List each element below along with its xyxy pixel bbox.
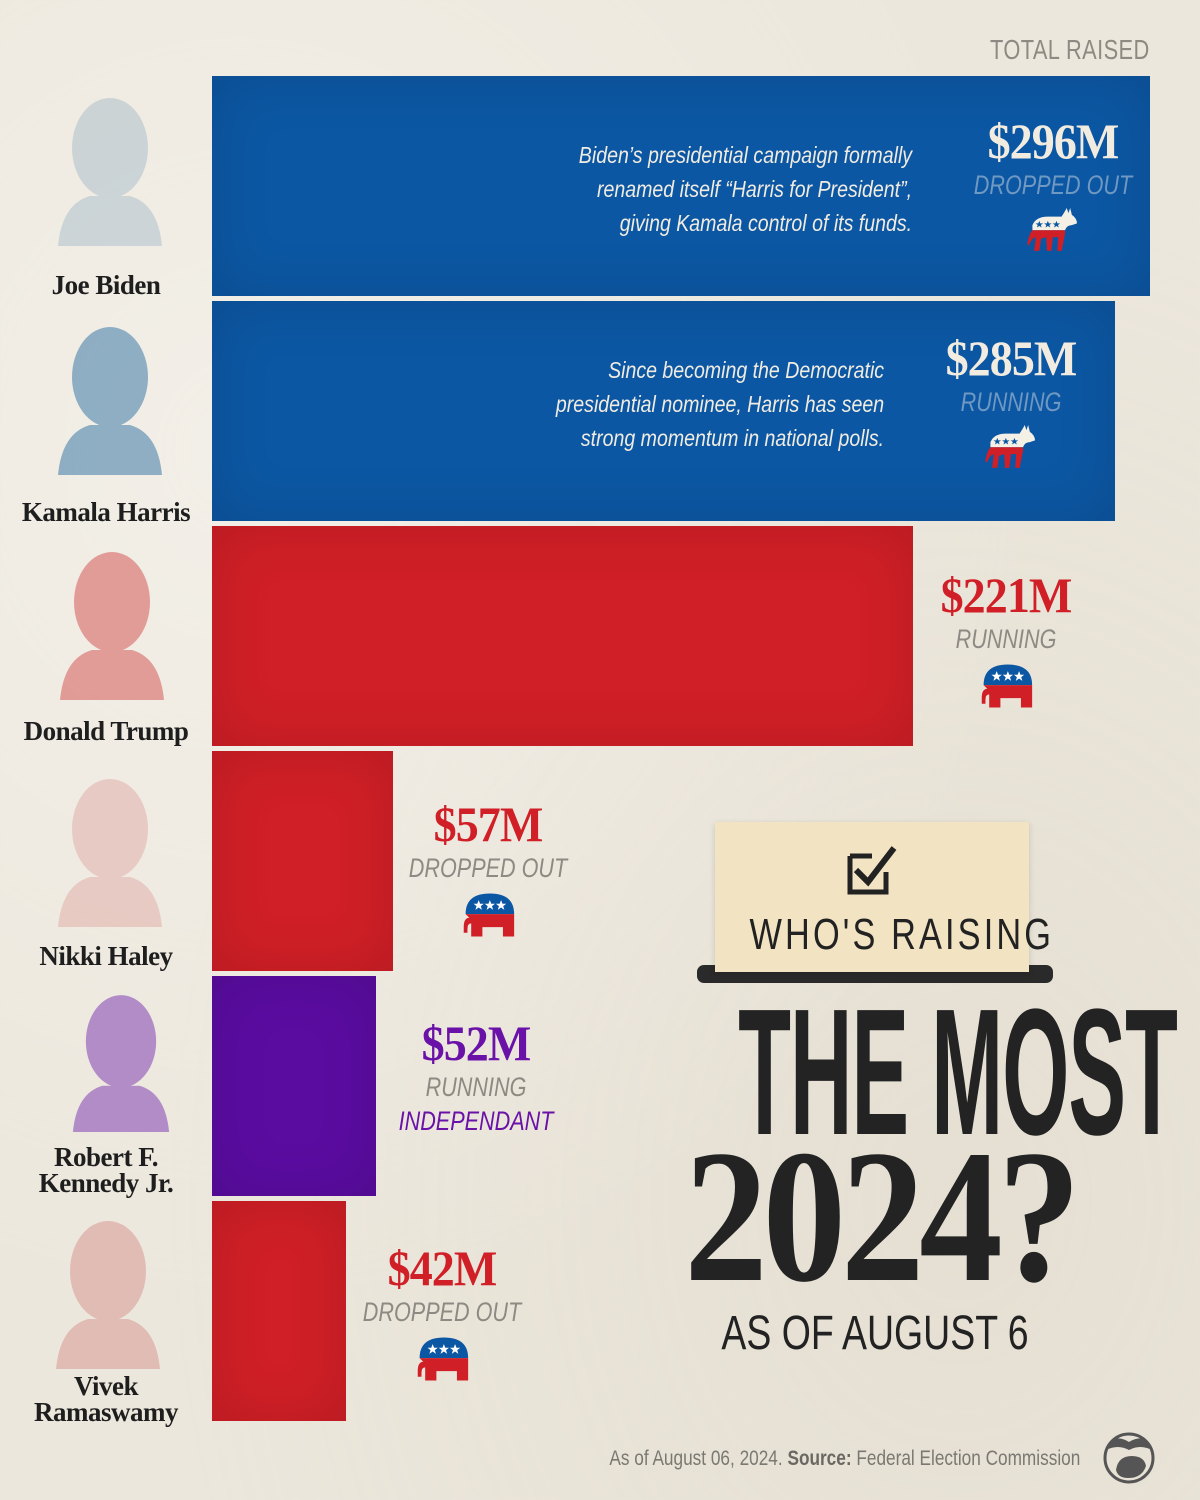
stat-robert-f-kennedy-jr: $52M RUNNING INDEPENDANT [376, 1016, 576, 1138]
stat-kamala-harris: $285M RUNNING [911, 331, 1111, 473]
ballot-card: WHO'S RAISING [715, 822, 1055, 972]
elephant-icon [414, 1335, 470, 1383]
elephant-icon [978, 662, 1034, 710]
footer-source-value: Federal Election Commission [856, 1447, 1080, 1470]
bar-row-nikki-haley: Nikki Haley $57M DROPPED OUT [0, 751, 1200, 971]
stat-donald-trump: $221M RUNNING [906, 568, 1106, 710]
bar-row-robert-f-kennedy-jr: Robert F. Kennedy Jr. $52M RUNNING INDEP… [0, 976, 1200, 1198]
bar-joe-biden [212, 76, 1150, 296]
stat-vivek-ramaswamy: $42M DROPPED OUT [342, 1241, 542, 1383]
stat-joe-biden: $296M DROPPED OUT [953, 114, 1153, 256]
footer-source-label: Source: [787, 1447, 852, 1470]
annotation-line: strong momentum in national polls. [580, 425, 884, 451]
annotation-line: presidential nominee, Harris has seen [555, 391, 884, 417]
bar-row-donald-trump: Donald Trump $221M RUNNING [0, 526, 1200, 746]
source-footer: As of August 06, 2024. Source: Federal E… [609, 1447, 1080, 1471]
amount-value: $52M [421, 1015, 532, 1071]
candidate-name-robert-f-kennedy-jr: Robert F. Kennedy Jr. [0, 1142, 212, 1198]
annotation-biden: Biden’s presidential campaign formally r… [579, 138, 912, 240]
amount-value: $285M [945, 330, 1078, 386]
portrait-donald-trump-icon [52, 540, 172, 700]
status-label: DROPPED OUT [973, 170, 1133, 200]
status-label: DROPPED OUT [408, 853, 568, 883]
portrait-robert-f-kennedy-jr-icon [56, 984, 186, 1132]
candidate-name-nikki-haley: Nikki Haley [39, 941, 173, 971]
footer-date: As of August 06, 2024. [609, 1447, 783, 1470]
name-line: Robert F. [54, 1142, 159, 1172]
bar-robert-f-kennedy-jr [212, 976, 376, 1196]
annotation-harris: Since becoming the Democratic presidenti… [556, 353, 884, 455]
amount-value: $221M [940, 567, 1073, 623]
bar-nikki-haley [212, 751, 393, 971]
amount-value: $57M [433, 796, 544, 852]
annotation-line: giving Kamala control of its funds. [619, 210, 912, 236]
status-label: DROPPED OUT [362, 1297, 522, 1327]
bar-vivek-ramaswamy [212, 1201, 346, 1421]
bar-row-vivek-ramaswamy: Vivek Ramaswamy $42M DROPPED OUT [0, 1201, 1200, 1426]
headline-line2: 2024? [684, 1112, 1081, 1322]
candidate-name-kamala-harris: Kamala Harris [21, 497, 191, 527]
annotation-line: Since becoming the Democratic [607, 357, 884, 383]
name-line: Kennedy Jr. [38, 1168, 174, 1198]
publisher-logo-icon [1103, 1432, 1155, 1484]
candidate-name-vivek-ramaswamy: Vivek Ramaswamy [0, 1371, 212, 1427]
donkey-icon [985, 425, 1037, 473]
candidate-name-joe-biden: Joe Biden [51, 270, 161, 300]
bar-row-kamala-harris: Kamala Harris Since becoming the Democra… [0, 301, 1200, 526]
bar-kamala-harris [212, 301, 1115, 521]
headline-line1: THE MOST IN [738, 972, 1200, 1173]
total-raised-label: TOTAL RAISED [990, 34, 1150, 65]
stat-nikki-haley: $57M DROPPED OUT [388, 797, 588, 939]
candidate-name-donald-trump: Donald Trump [23, 716, 189, 746]
portrait-nikki-haley-icon [50, 767, 170, 927]
elephant-icon [460, 891, 516, 939]
name-line: Ramaswamy [34, 1397, 179, 1427]
bar-donald-trump [212, 526, 913, 746]
headline-subtitle: AS OF AUGUST 6 [721, 1307, 1029, 1360]
portrait-vivek-ramaswamy-icon [46, 1209, 170, 1369]
donkey-icon [1027, 208, 1079, 256]
status-label: RUNNING [960, 387, 1062, 417]
checkbox-checked-icon [847, 846, 897, 895]
amount-value: $42M [387, 1240, 498, 1296]
status-label: RUNNING [425, 1072, 527, 1102]
party-label: INDEPENDANT [398, 1106, 554, 1136]
annotation-line: renamed itself “Harris for President”, [596, 176, 912, 202]
amount-value: $296M [987, 113, 1120, 169]
status-label: RUNNING [955, 624, 1057, 654]
portrait-joe-biden-icon [50, 86, 170, 246]
annotation-line: Biden’s presidential campaign formally [578, 142, 912, 168]
bar-row-joe-biden: Joe Biden Biden’s presidential campaign … [0, 76, 1200, 300]
portrait-kamala-harris-icon [50, 315, 170, 475]
headline-kicker: WHO'S RAISING [749, 910, 1055, 959]
name-line: Vivek [74, 1371, 139, 1401]
